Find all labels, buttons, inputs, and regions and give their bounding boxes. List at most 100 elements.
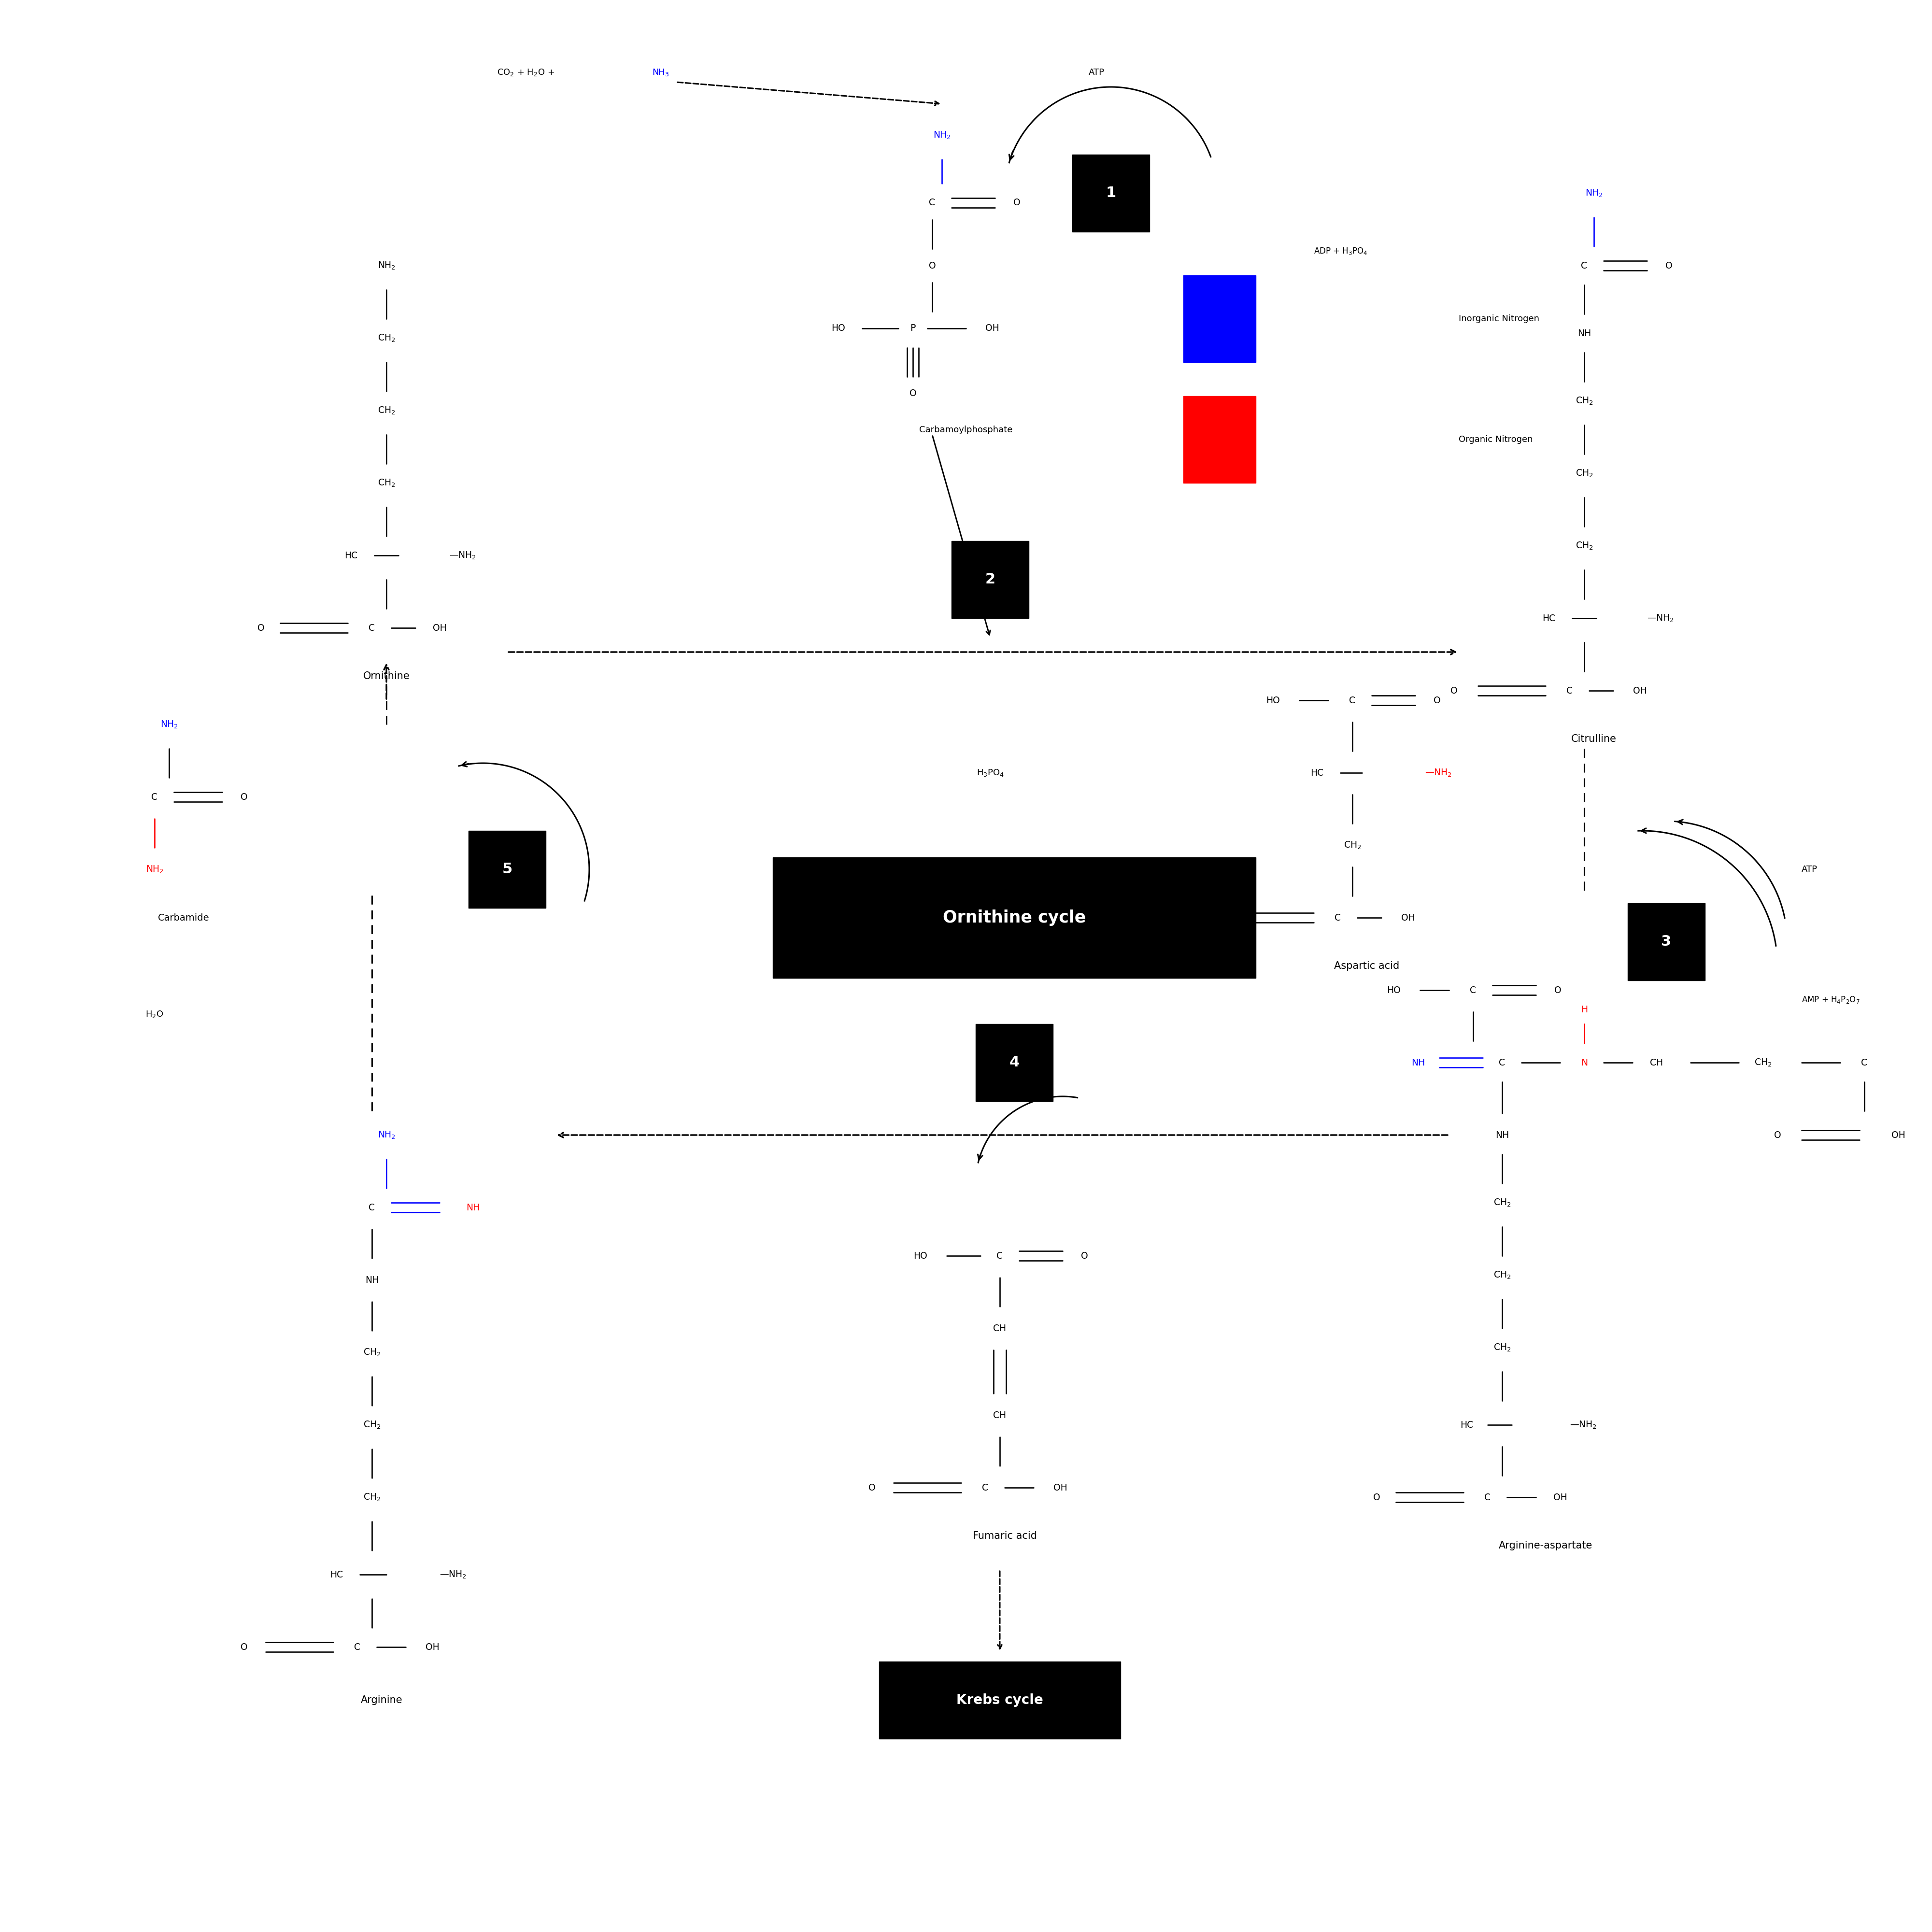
Text: CH$_2$: CH$_2$ bbox=[1493, 1198, 1511, 1208]
Text: HO: HO bbox=[831, 325, 846, 332]
Text: —NH$_2$: —NH$_2$ bbox=[1569, 1420, 1596, 1430]
Bar bbox=[773, 858, 1256, 978]
Text: 4: 4 bbox=[1009, 1055, 1020, 1070]
Text: HO: HO bbox=[1265, 696, 1279, 705]
Text: CH$_2$: CH$_2$ bbox=[1575, 396, 1594, 406]
Text: CH$_2$: CH$_2$ bbox=[377, 406, 396, 415]
Text: NH: NH bbox=[1410, 1059, 1426, 1066]
Text: HO: HO bbox=[1387, 985, 1401, 995]
Bar bbox=[1182, 396, 1256, 483]
Text: CH$_2$: CH$_2$ bbox=[1575, 468, 1594, 479]
Text: NH: NH bbox=[466, 1204, 479, 1211]
Text: Ornithine: Ornithine bbox=[363, 672, 410, 682]
Text: O: O bbox=[1434, 696, 1441, 705]
Text: OH: OH bbox=[1053, 1484, 1066, 1492]
Text: CH$_2$: CH$_2$ bbox=[1493, 1269, 1511, 1281]
Text: O: O bbox=[910, 388, 916, 398]
Text: C: C bbox=[1580, 261, 1588, 270]
Text: Carbamide: Carbamide bbox=[158, 914, 209, 922]
Text: C: C bbox=[354, 1642, 361, 1652]
Text: CH$_2$: CH$_2$ bbox=[377, 332, 396, 344]
Text: HC: HC bbox=[1310, 769, 1323, 777]
Text: HC: HC bbox=[1542, 614, 1555, 622]
Text: OH: OH bbox=[1401, 914, 1414, 922]
Text: H: H bbox=[1580, 1005, 1588, 1014]
Text: N: N bbox=[1580, 1059, 1588, 1066]
Text: O: O bbox=[867, 1484, 875, 1492]
Text: C: C bbox=[1470, 985, 1476, 995]
Text: C: C bbox=[151, 792, 158, 802]
Text: C: C bbox=[1484, 1493, 1492, 1501]
Text: NH$_2$: NH$_2$ bbox=[145, 864, 164, 875]
Text: C: C bbox=[1567, 686, 1573, 696]
Text: C: C bbox=[1335, 914, 1341, 922]
Text: C: C bbox=[1499, 1059, 1505, 1066]
Text: Citrulline: Citrulline bbox=[1571, 734, 1617, 744]
Text: CH$_2$: CH$_2$ bbox=[1575, 541, 1594, 551]
Text: O: O bbox=[929, 261, 935, 270]
Text: NH$_2$: NH$_2$ bbox=[160, 719, 178, 730]
Text: P: P bbox=[910, 325, 916, 332]
Bar bbox=[1182, 276, 1256, 363]
Text: NH$_2$: NH$_2$ bbox=[377, 1130, 396, 1140]
Text: OH: OH bbox=[425, 1642, 439, 1652]
Text: NH: NH bbox=[1495, 1130, 1509, 1140]
Text: O: O bbox=[1665, 261, 1673, 270]
Text: HC: HC bbox=[330, 1571, 344, 1578]
Text: CH: CH bbox=[993, 1323, 1007, 1333]
Text: O: O bbox=[1012, 199, 1020, 207]
Text: 3: 3 bbox=[1662, 935, 1671, 949]
Text: NH: NH bbox=[365, 1275, 379, 1285]
Text: O: O bbox=[1451, 686, 1457, 696]
Text: CH$_2$: CH$_2$ bbox=[363, 1420, 381, 1430]
Bar bbox=[1629, 904, 1706, 981]
Text: 5: 5 bbox=[502, 862, 512, 877]
Text: O: O bbox=[1080, 1252, 1088, 1260]
Text: NH$_2$: NH$_2$ bbox=[933, 129, 951, 141]
Text: —NH$_2$: —NH$_2$ bbox=[440, 1569, 466, 1580]
Text: NH$_2$: NH$_2$ bbox=[1584, 187, 1604, 199]
Text: H$_2$O: H$_2$O bbox=[145, 1009, 164, 1020]
Text: CH$_2$: CH$_2$ bbox=[1754, 1057, 1772, 1068]
Text: —NH$_2$: —NH$_2$ bbox=[1646, 612, 1673, 624]
Text: OH: OH bbox=[1633, 686, 1646, 696]
Text: ATP: ATP bbox=[1088, 68, 1105, 77]
Text: Organic Nitrogen: Organic Nitrogen bbox=[1459, 435, 1532, 444]
Text: ADP + H$_3$PO$_4$: ADP + H$_3$PO$_4$ bbox=[1314, 247, 1368, 257]
Bar bbox=[976, 1024, 1053, 1101]
Text: HC: HC bbox=[1461, 1420, 1474, 1430]
Text: CH: CH bbox=[993, 1410, 1007, 1420]
Text: OH: OH bbox=[1891, 1130, 1905, 1140]
Text: CH$_2$: CH$_2$ bbox=[363, 1347, 381, 1358]
Text: —NH$_2$: —NH$_2$ bbox=[1426, 767, 1451, 779]
Text: C: C bbox=[929, 199, 935, 207]
Text: CH$_2$: CH$_2$ bbox=[1493, 1343, 1511, 1352]
Text: 1: 1 bbox=[1105, 185, 1117, 201]
Bar bbox=[879, 1662, 1121, 1739]
Text: HC: HC bbox=[344, 551, 357, 560]
Text: NH$_2$: NH$_2$ bbox=[377, 261, 396, 270]
Text: Carbamoylphosphate: Carbamoylphosphate bbox=[920, 425, 1012, 435]
Text: O: O bbox=[1553, 985, 1561, 995]
Text: CH$_2$: CH$_2$ bbox=[377, 477, 396, 489]
Text: Krebs cycle: Krebs cycle bbox=[956, 1692, 1043, 1708]
Text: Arginine: Arginine bbox=[361, 1696, 402, 1704]
Text: Arginine-aspartate: Arginine-aspartate bbox=[1499, 1542, 1592, 1549]
Text: OH: OH bbox=[1553, 1493, 1567, 1501]
Text: OH: OH bbox=[985, 325, 999, 332]
Text: C: C bbox=[997, 1252, 1003, 1260]
Text: O: O bbox=[257, 624, 265, 632]
Text: Fumaric acid: Fumaric acid bbox=[972, 1530, 1037, 1542]
Text: ATP: ATP bbox=[1801, 866, 1818, 873]
Text: AMP + H$_4$P$_2$O$_7$: AMP + H$_4$P$_2$O$_7$ bbox=[1801, 995, 1861, 1005]
Text: CO$_2$ + H$_2$O +: CO$_2$ + H$_2$O + bbox=[497, 68, 556, 77]
Bar bbox=[951, 541, 1028, 618]
Text: NH: NH bbox=[1577, 328, 1592, 338]
Text: HO: HO bbox=[914, 1252, 927, 1260]
Text: CH: CH bbox=[1650, 1059, 1663, 1066]
Text: C: C bbox=[369, 1204, 375, 1211]
Text: H$_3$PO$_4$: H$_3$PO$_4$ bbox=[976, 767, 1005, 777]
Text: Ornithine cycle: Ornithine cycle bbox=[943, 910, 1086, 925]
Text: CH$_2$: CH$_2$ bbox=[363, 1492, 381, 1503]
Text: C: C bbox=[981, 1484, 989, 1492]
